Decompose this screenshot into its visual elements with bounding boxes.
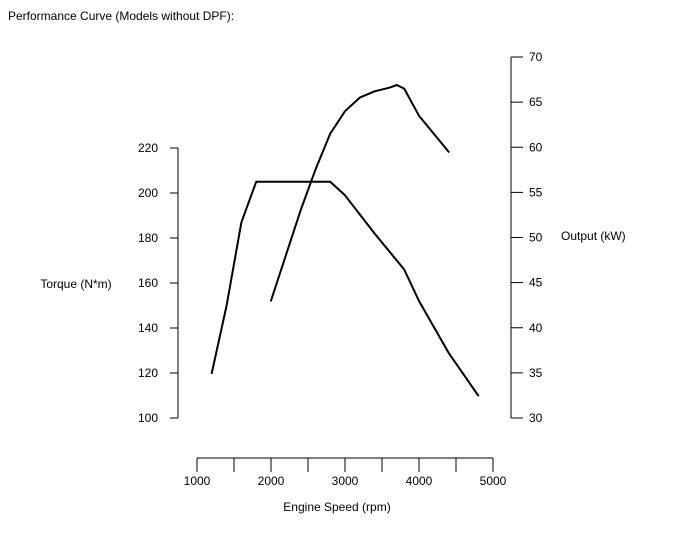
y-right-tick-label-55: 55: [529, 185, 543, 199]
y-right-tick-label-45: 45: [529, 276, 543, 290]
axes-group: 1000 2000 3000 4000 5000 100 120 140 160 180 200 22…: [138, 50, 543, 488]
y-right-tick-label-65: 65: [529, 95, 543, 109]
y-right-tick-label-60: 60: [529, 140, 543, 154]
x-axis-label: Engine Speed (rpm): [283, 500, 390, 514]
y-left-tick-label-100: 100: [138, 411, 158, 425]
chart-title: Performance Curve (Models without DPF):: [8, 9, 234, 23]
y-left-tick-label-180: 180: [138, 231, 158, 245]
y-right-tick-label-50: 50: [529, 231, 543, 245]
x-tick-label-2000: 2000: [258, 474, 285, 488]
y-left-tick-label-200: 200: [138, 186, 158, 200]
x-tick-label-3000: 3000: [332, 474, 359, 488]
y-right-axis-label: Output (kW): [561, 229, 626, 243]
y-left-axis-label: Torque (N*m): [40, 277, 111, 291]
y-left-tick-label-160: 160: [138, 276, 158, 290]
output-curve-line: [270, 84, 450, 302]
series-group: [210, 84, 480, 397]
x-tick-label-4000: 4000: [406, 474, 433, 488]
y-right-tick-label-70: 70: [529, 50, 543, 64]
torque-curve-line: [210, 180, 480, 397]
x-tick-label-1000: 1000: [184, 474, 211, 488]
x-tick-label-5000: 5000: [480, 474, 507, 488]
y-right-tick-label-30: 30: [529, 411, 543, 425]
y-right-tick-label-35: 35: [529, 366, 543, 380]
y-left-tick-label-220: 220: [138, 141, 158, 155]
y-left-tick-label-120: 120: [138, 366, 158, 380]
y-left-tick-label-140: 140: [138, 321, 158, 335]
y-right-tick-label-40: 40: [529, 321, 543, 335]
